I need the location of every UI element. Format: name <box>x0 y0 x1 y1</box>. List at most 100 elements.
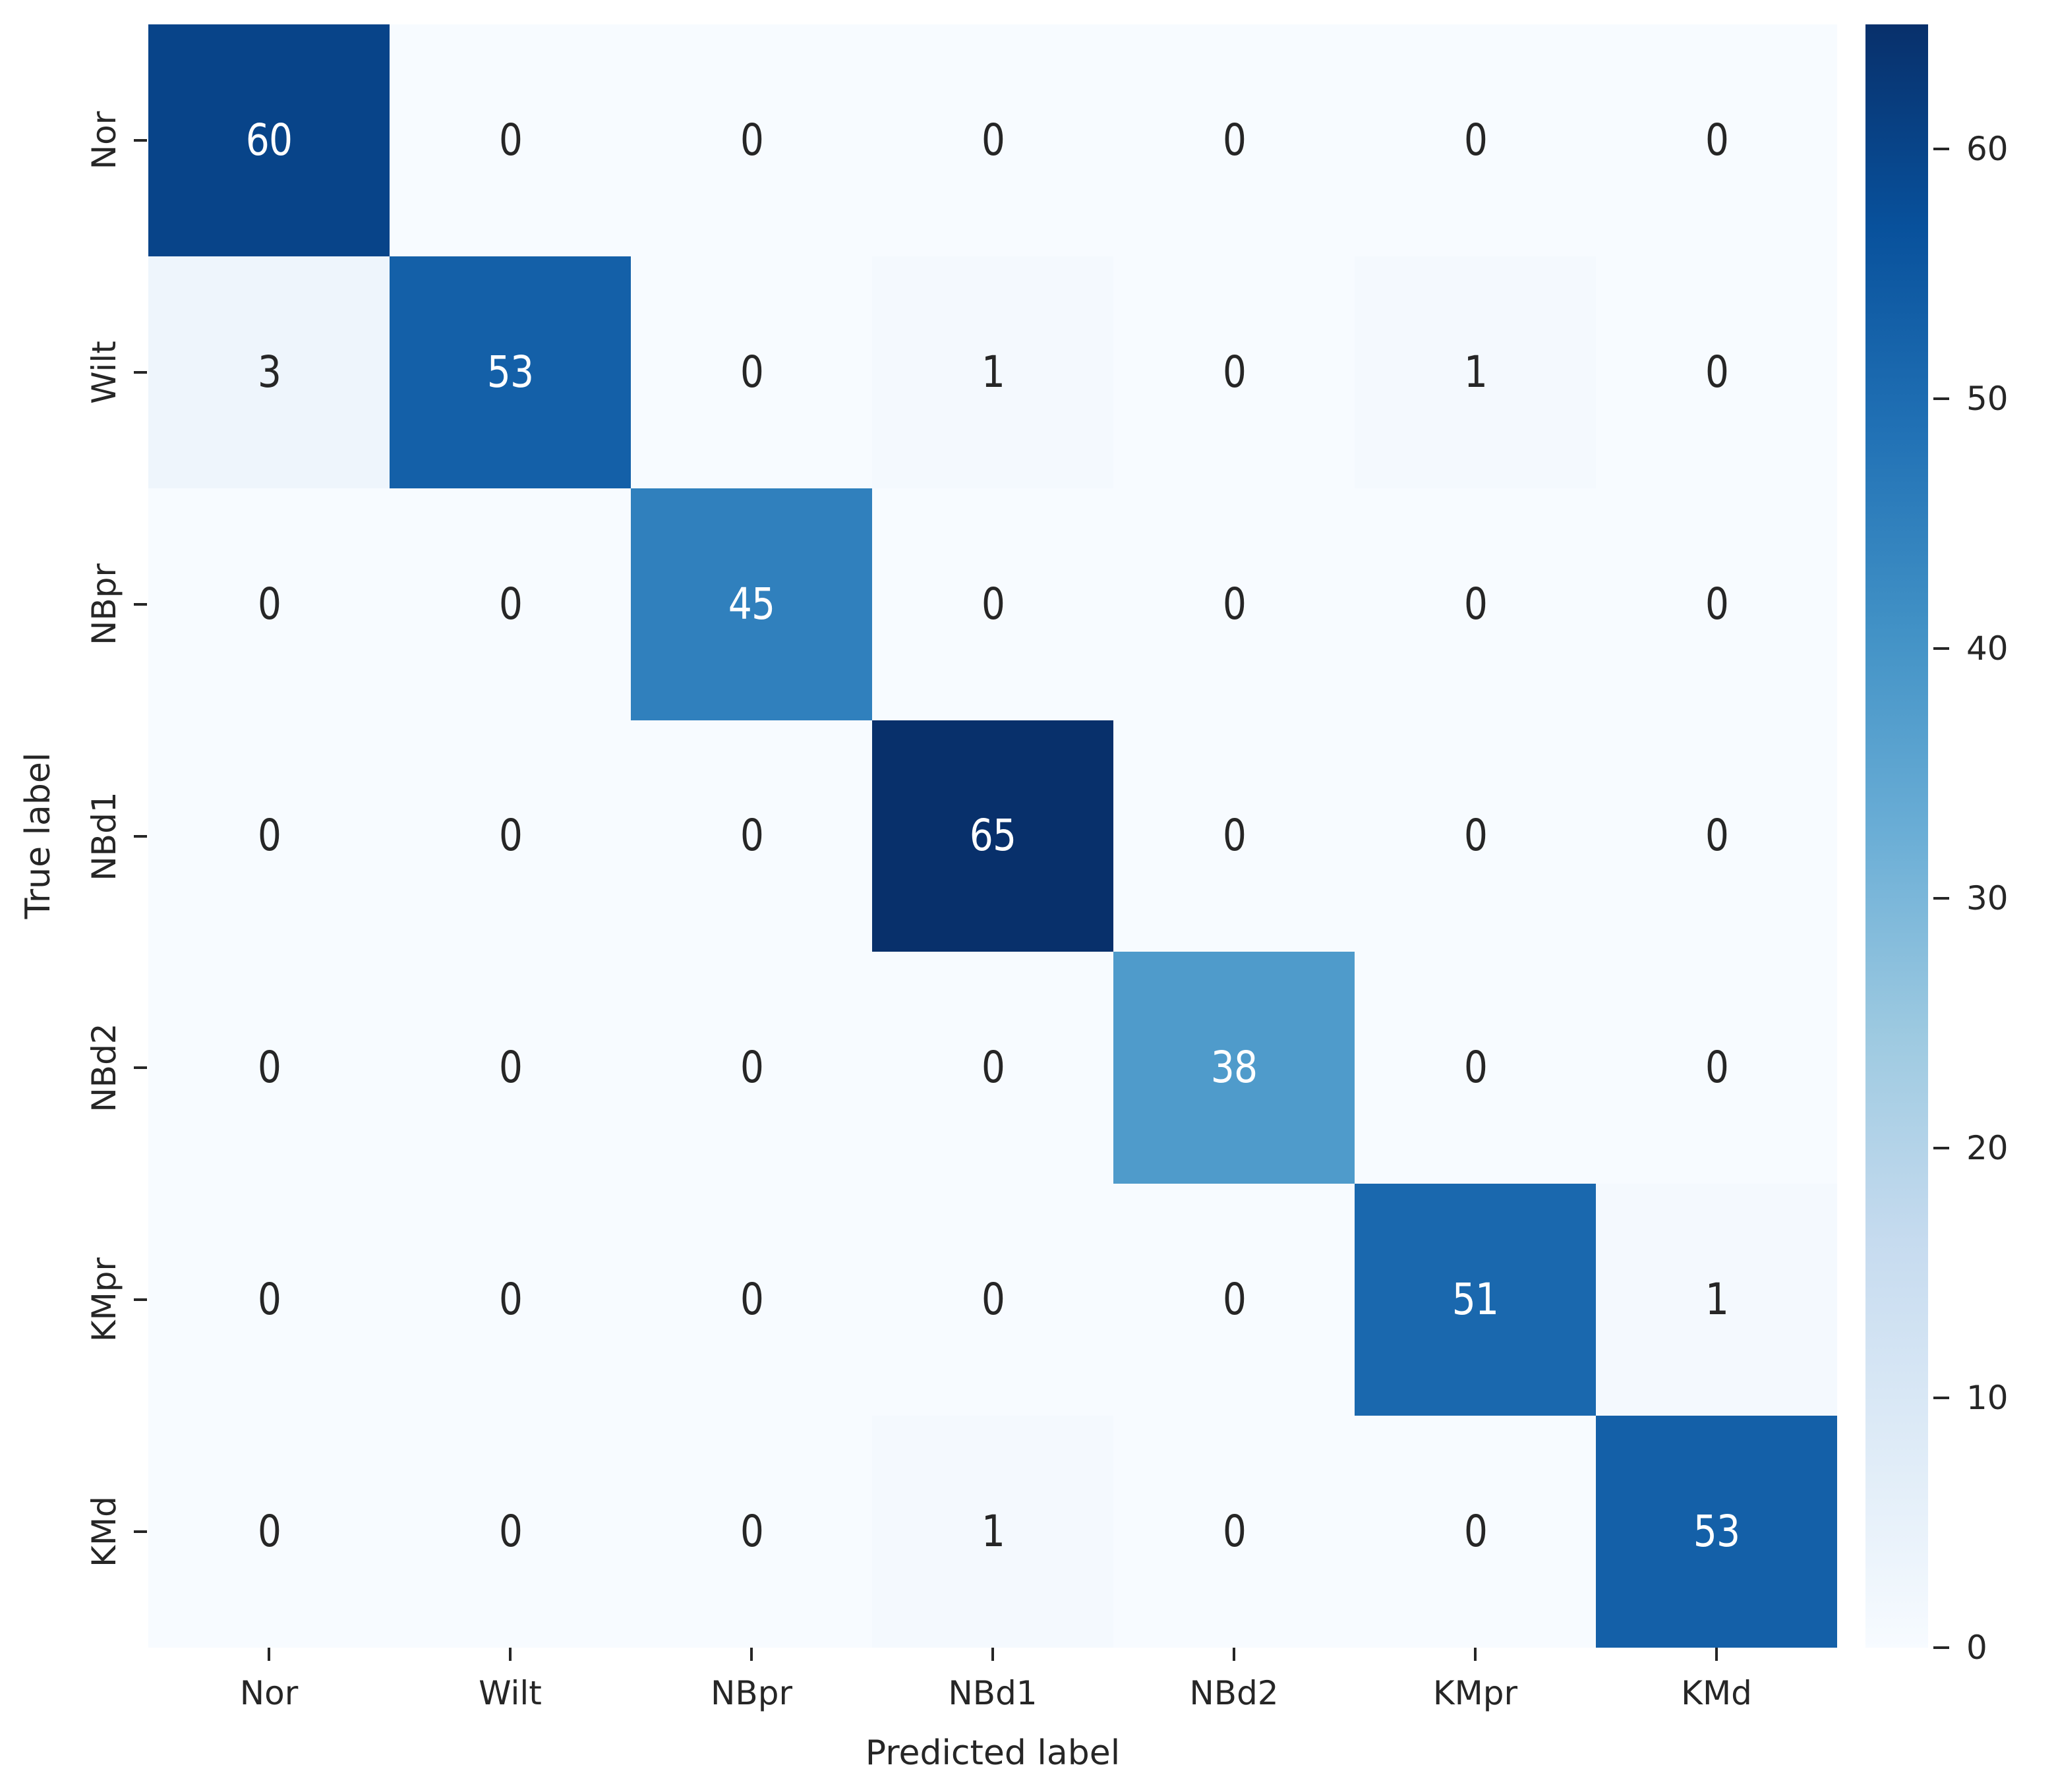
heatmap-cell-KMpr-Nor: 0 <box>148 1184 390 1416</box>
heatmap-cell-NBd2-KMpr: 0 <box>1355 952 1596 1184</box>
heatmap-cell-Nor-KMd: 0 <box>1596 24 1837 256</box>
heatmap-cell-KMd-Wilt: 0 <box>390 1416 631 1648</box>
heatmap-cell-Wilt-NBpr: 0 <box>631 256 872 488</box>
heatmap-cell-KMpr-NBd1: 0 <box>872 1184 1113 1416</box>
cell-value: 0 <box>1463 810 1487 861</box>
heatmap-cell-KMd-NBpr: 0 <box>631 1416 872 1648</box>
heatmap-cell-NBd1-KMpr: 0 <box>1355 720 1596 952</box>
cell-value: 0 <box>1222 578 1246 629</box>
colorbar-tick-mark <box>1933 1646 1949 1649</box>
cell-value: 0 <box>257 578 281 629</box>
x-tick-label-Nor: Nor <box>239 1674 299 1712</box>
cell-value: 0 <box>498 1506 522 1557</box>
heatmap-cell-Wilt-Wilt: 53 <box>390 256 631 488</box>
y-tick-label-NBd2: NBd2 <box>85 1023 123 1113</box>
cell-value: 0 <box>981 578 1005 629</box>
colorbar-tick-mark <box>1933 148 1949 151</box>
heatmap-cell-NBd1-NBpr: 0 <box>631 720 872 952</box>
cell-value: 0 <box>740 114 763 165</box>
heatmap-cell-Wilt-KMpr: 1 <box>1355 256 1596 488</box>
cell-value: 0 <box>257 1506 281 1557</box>
cell-value: 38 <box>1210 1042 1258 1093</box>
x-tick-label-KMpr: KMpr <box>1432 1674 1518 1712</box>
heatmap-cell-NBd1-NBd2: 0 <box>1113 720 1355 952</box>
heatmap-cell-KMpr-KMpr: 51 <box>1355 1184 1596 1416</box>
heatmap-cell-Nor-NBpr: 0 <box>631 24 872 256</box>
heatmap-cell-NBd2-NBd2: 38 <box>1113 952 1355 1184</box>
heatmap-cell-NBpr-NBd1: 0 <box>872 488 1113 720</box>
y-tick-label-KMpr: KMpr <box>85 1257 123 1343</box>
heatmap-cell-KMpr-NBpr: 0 <box>631 1184 872 1416</box>
heatmap-cell-KMd-NBd1: 1 <box>872 1416 1113 1648</box>
heatmap-cell-KMd-NBd2: 0 <box>1113 1416 1355 1648</box>
heatmap-cell-NBd1-KMd: 0 <box>1596 720 1837 952</box>
x-tick-mark <box>1715 1648 1718 1661</box>
x-tick-mark <box>1233 1648 1235 1661</box>
cell-value: 0 <box>1222 114 1246 165</box>
colorbar-tick-mark <box>1933 1147 1949 1150</box>
cell-value: 0 <box>981 114 1005 165</box>
x-tick-label-KMd: KMd <box>1681 1674 1752 1712</box>
cell-value: 0 <box>1705 1042 1728 1093</box>
heatmap-cell-Wilt-Nor: 3 <box>148 256 390 488</box>
heatmap-cell-KMpr-KMd: 1 <box>1596 1184 1837 1416</box>
heatmap-cell-Wilt-NBd1: 1 <box>872 256 1113 488</box>
heatmap-plot-area: 60 0 0 0 0 0 0 3 53 0 1 0 1 0 0 0 45 0 0 0 0 0 0 0 65 0 0 0 0 0 0 0 38 0 0… <box>148 24 1837 1648</box>
cell-value: 0 <box>1222 1274 1246 1325</box>
colorbar-tick-label-0: 0 <box>1966 1629 1987 1667</box>
x-tick-mark <box>509 1648 512 1661</box>
cell-value: 0 <box>1463 114 1487 165</box>
cell-value: 1 <box>1705 1274 1728 1325</box>
y-tick-label-KMd: KMd <box>85 1496 123 1567</box>
cell-value: 0 <box>1705 346 1728 397</box>
y-tick-label-NBpr: NBpr <box>85 563 123 645</box>
heatmap-cell-NBd2-Wilt: 0 <box>390 952 631 1184</box>
cell-value: 0 <box>1463 1506 1487 1557</box>
cell-value: 0 <box>498 114 522 165</box>
y-tick-mark <box>134 138 147 142</box>
heatmap-cell-KMd-Nor: 0 <box>148 1416 390 1648</box>
heatmap-cell-KMpr-Wilt: 0 <box>390 1184 631 1416</box>
cell-value: 0 <box>257 1042 281 1093</box>
cell-value: 1 <box>1463 346 1487 397</box>
heatmap-cell-NBd2-KMd: 0 <box>1596 952 1837 1184</box>
cell-value: 0 <box>498 1274 522 1325</box>
colorbar-tick-mark <box>1933 647 1949 650</box>
y-tick-label-Wilt: Wilt <box>85 340 123 404</box>
y-tick-mark <box>134 834 147 838</box>
colorbar-tick-label-20: 20 <box>1966 1129 2009 1168</box>
colorbar-tick-mark <box>1933 397 1949 401</box>
heatmap-cell-NBd1-Wilt: 0 <box>390 720 631 952</box>
heatmap-cell-KMd-KMpr: 0 <box>1355 1416 1596 1648</box>
heatmap-cell-KMpr-NBd2: 0 <box>1113 1184 1355 1416</box>
colorbar-tick-label-10: 10 <box>1966 1379 2009 1418</box>
heatmap-cell-Nor-Nor: 60 <box>148 24 390 256</box>
y-tick-mark <box>134 1298 147 1302</box>
cell-value: 0 <box>981 1042 1005 1093</box>
cell-value: 1 <box>981 1506 1005 1557</box>
cell-value: 0 <box>498 1042 522 1093</box>
x-tick-mark <box>991 1648 994 1661</box>
colorbar-gradient <box>1865 24 1928 1648</box>
cell-value: 53 <box>1693 1506 1740 1557</box>
x-tick-mark <box>268 1648 270 1661</box>
x-tick-label-NBd2: NBd2 <box>1189 1674 1279 1712</box>
cell-value: 60 <box>245 114 293 165</box>
heatmap-cell-Nor-KMpr: 0 <box>1355 24 1596 256</box>
cell-value: 0 <box>257 810 281 861</box>
cell-value: 65 <box>969 810 1016 861</box>
colorbar-tick-label-30: 30 <box>1966 879 2009 918</box>
cell-value: 0 <box>1705 578 1728 629</box>
y-tick-mark <box>134 370 147 374</box>
heatmap-cell-Nor-Wilt: 0 <box>390 24 631 256</box>
heatmap-cell-Wilt-NBd2: 0 <box>1113 256 1355 488</box>
cell-value: 0 <box>498 810 522 861</box>
cell-value: 0 <box>740 346 763 397</box>
colorbar-tick-label-40: 40 <box>1966 629 2009 668</box>
cell-value: 0 <box>740 810 763 861</box>
heatmap-cell-KMd-KMd: 53 <box>1596 1416 1837 1648</box>
heatmap-cell-Nor-NBd2: 0 <box>1113 24 1355 256</box>
heatmap-cell-NBd2-NBpr: 0 <box>631 952 872 1184</box>
heatmap-cell-NBpr-NBpr: 45 <box>631 488 872 720</box>
y-tick-label-Nor: Nor <box>85 111 123 170</box>
